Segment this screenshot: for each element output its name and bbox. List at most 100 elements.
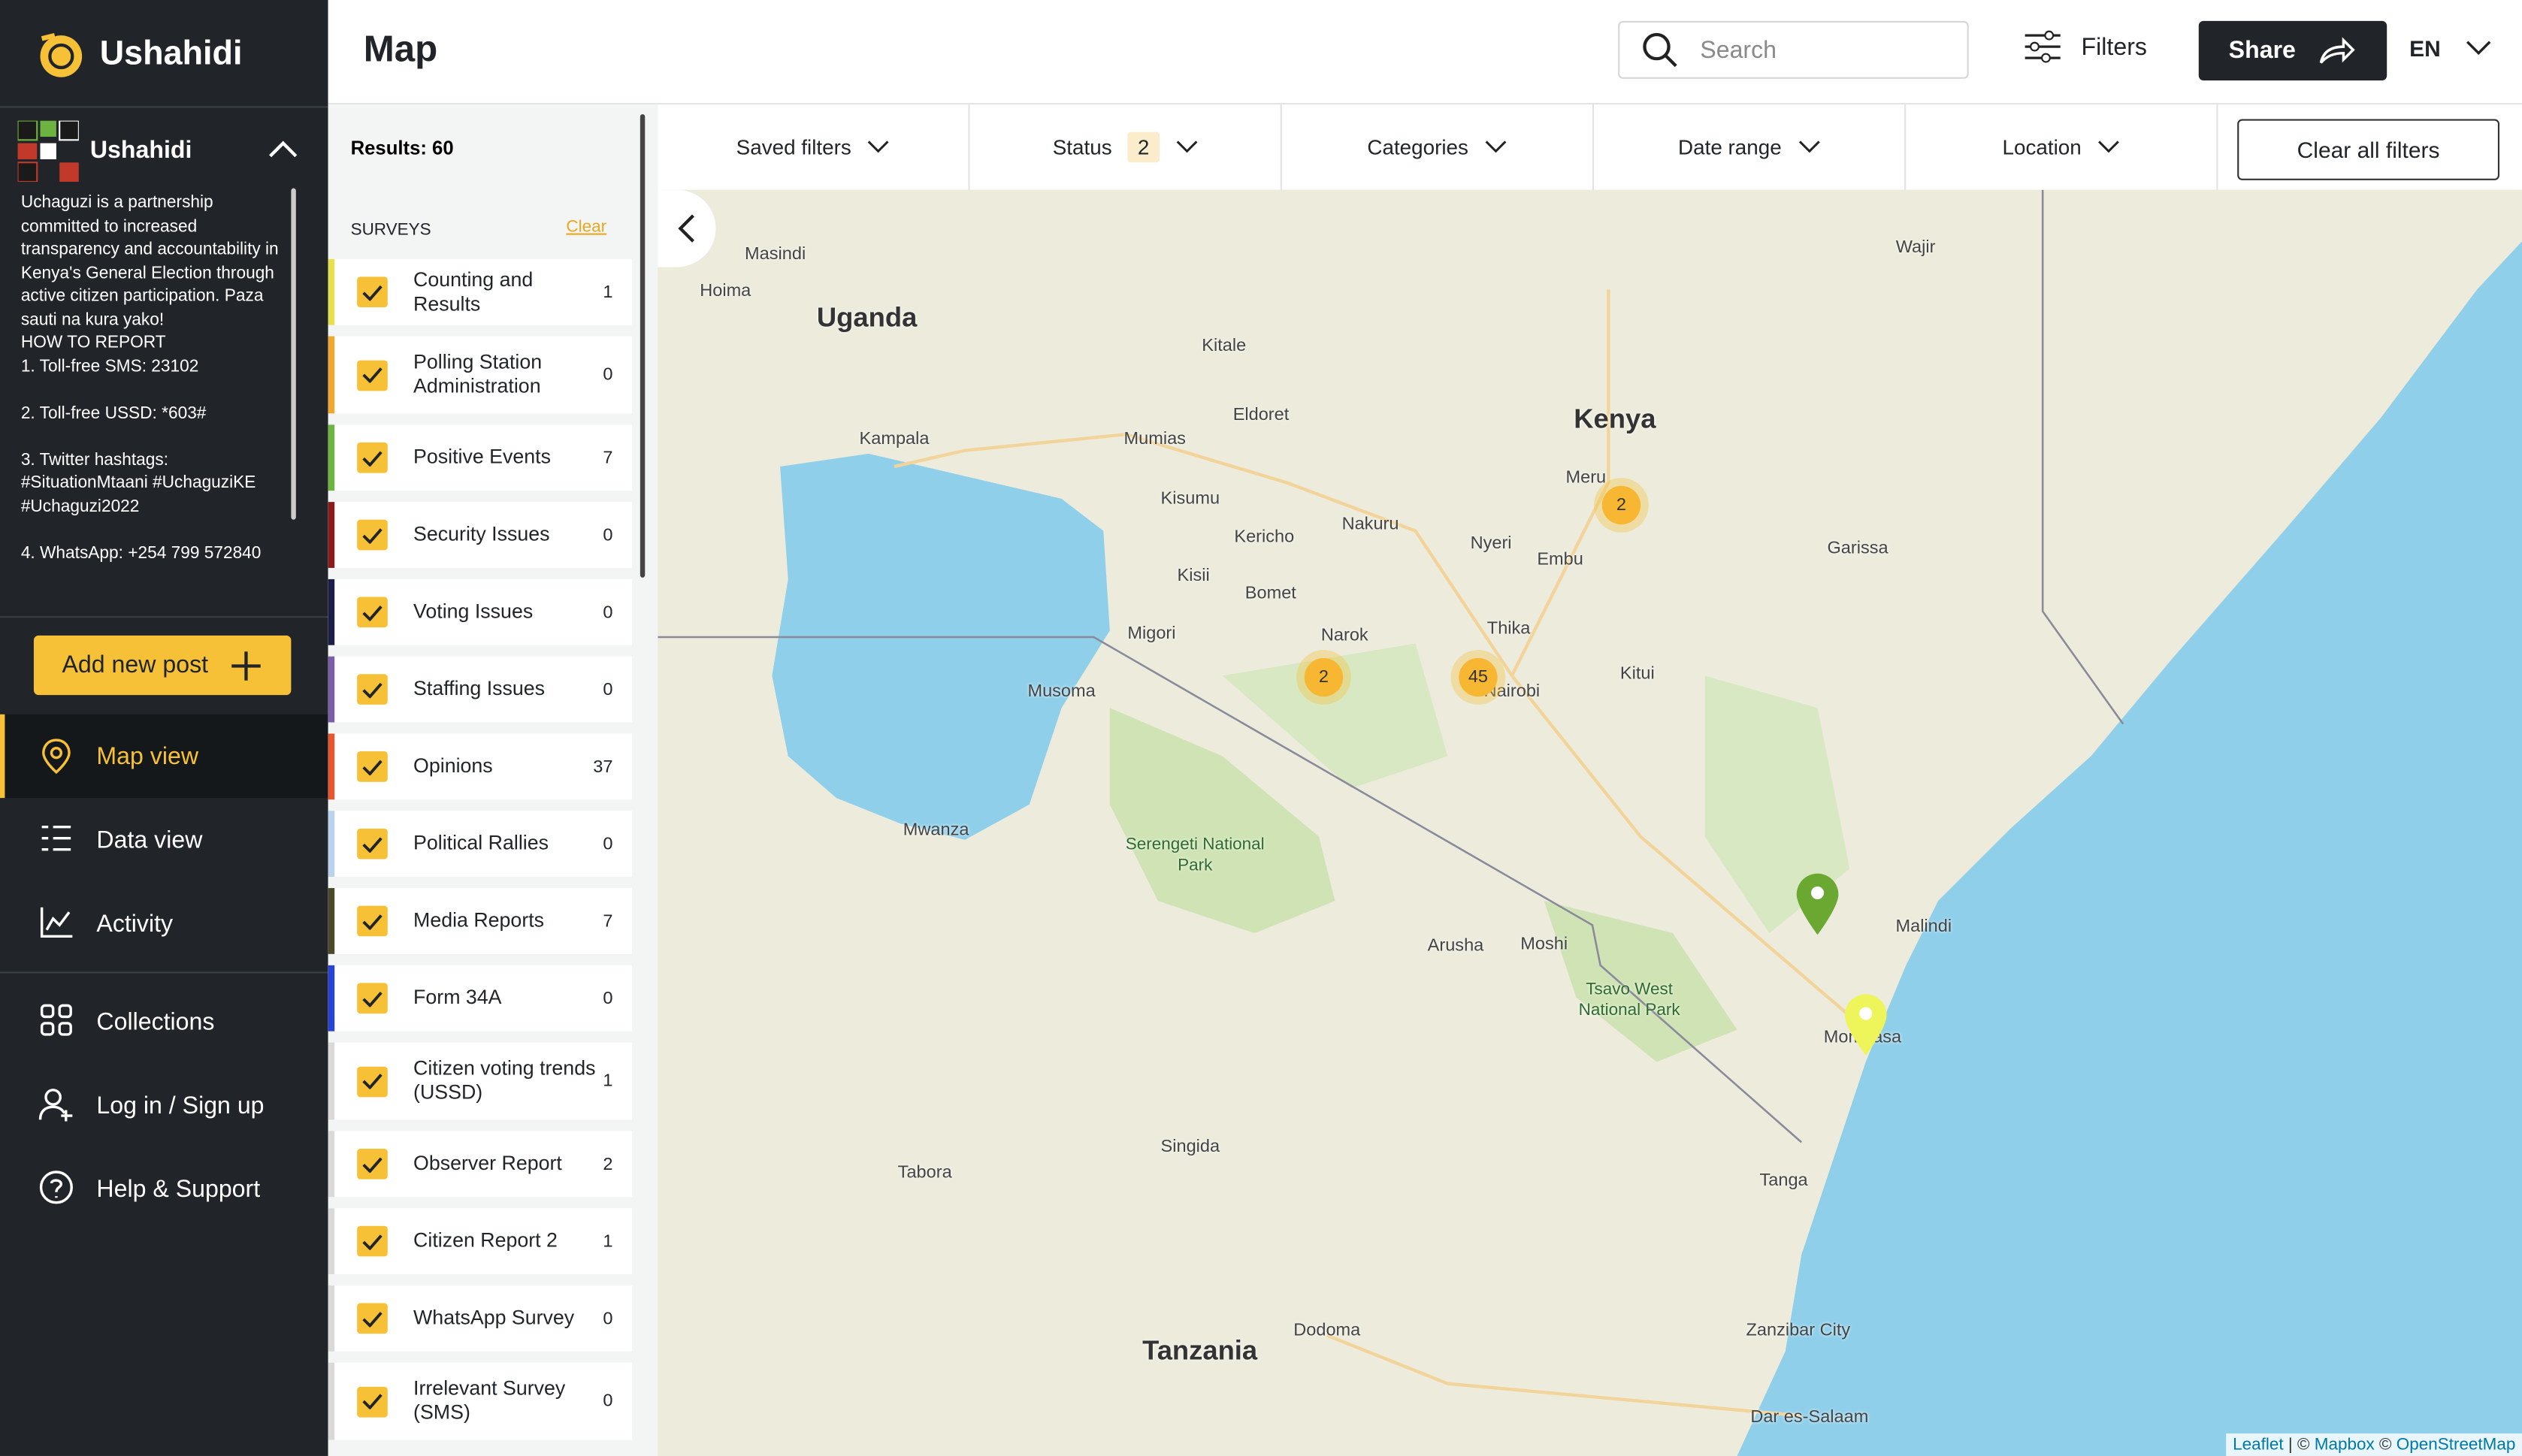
survey-checkbox[interactable] (357, 519, 388, 551)
nav-label: Map view (96, 742, 199, 770)
city-label: Embu (1537, 550, 1583, 570)
check-icon (362, 1311, 383, 1327)
survey-count: 7 (603, 448, 613, 468)
search-box[interactable]: Search (1618, 20, 1969, 79)
status-count: 2 (1128, 131, 1160, 163)
survey-row[interactable]: Polling Station Administration 0 (328, 336, 633, 414)
survey-checkbox[interactable] (357, 828, 388, 859)
post-marker[interactable] (1795, 872, 1840, 944)
survey-row[interactable]: Opinions 37 (328, 733, 633, 800)
filter-label: Saved filters (736, 134, 851, 159)
check-icon (362, 1394, 383, 1409)
survey-checkbox[interactable] (357, 1148, 388, 1180)
survey-checkbox[interactable] (357, 276, 388, 308)
city-label: Mumias (1123, 429, 1186, 449)
nav-item[interactable]: Collections (0, 980, 328, 1063)
survey-name: Counting and Results (413, 267, 534, 315)
survey-row[interactable]: Positive Events 7 (328, 424, 633, 491)
check-icon (362, 284, 383, 301)
map[interactable]: UgandaKenyaTanzaniaKampalaNairobiMombasa… (658, 189, 2522, 1456)
post-cluster[interactable]: 2 (1296, 650, 1351, 705)
survey-count: 0 (603, 1391, 613, 1412)
filter-dropdown[interactable]: Saved filters (658, 104, 970, 190)
page-title: Map (363, 27, 438, 70)
clear-all-filters[interactable]: Clear all filters (2237, 119, 2500, 180)
nav-label: Collections (96, 1007, 215, 1035)
marker-pin (1796, 873, 1839, 935)
map-base (658, 189, 2522, 1456)
survey-row[interactable]: Staffing Issues 0 (328, 656, 633, 723)
city-label: Thika (1486, 619, 1531, 639)
filter-label: Status (1052, 134, 1112, 159)
survey-checkbox[interactable] (357, 905, 388, 937)
survey-name: Positive Events (413, 446, 551, 469)
survey-count: 1 (603, 282, 613, 302)
survey-row[interactable]: Citizen voting trends (USSD) 1 (328, 1042, 633, 1120)
language-select[interactable]: EN (2409, 35, 2492, 61)
share-icon (2320, 36, 2356, 63)
survey-checkbox[interactable] (357, 1225, 388, 1257)
border (658, 636, 1802, 1143)
nav-item[interactable]: Map view (0, 714, 328, 799)
attribution-link[interactable]: Leaflet (2233, 1435, 2284, 1454)
survey-count: 7 (603, 911, 613, 931)
survey-row[interactable]: Counting and Results 1 (328, 258, 633, 325)
nav-icon (39, 1171, 73, 1204)
survey-row[interactable]: Media Reports 7 (328, 888, 633, 954)
brand[interactable]: Ushahidi (35, 29, 243, 81)
survey-name: Voting Issues (413, 600, 534, 623)
survey-name: Irrelevant Survey (SMS) (413, 1377, 566, 1424)
filter-dropdown[interactable]: Categories (1282, 104, 1595, 190)
survey-row[interactable]: Irrelevant Survey (SMS) 0 (328, 1362, 633, 1440)
chevron (1485, 140, 1507, 153)
survey-row[interactable]: Form 34A 0 (328, 965, 633, 1032)
survey-row[interactable]: Political Rallies 0 (328, 811, 633, 878)
map-attribution: Leaflet | © Mapbox © OpenStreetMap (2226, 1433, 2522, 1456)
nav-item[interactable]: Data view (0, 798, 328, 881)
post-marker[interactable] (1843, 992, 1888, 1065)
nav-item[interactable]: Activity (0, 881, 328, 965)
park-label: Tsavo West National Park (1578, 980, 1680, 1020)
survey-count: 0 (603, 602, 613, 622)
filter-label: Categories (1367, 134, 1468, 159)
collapse-icon[interactable] (267, 137, 299, 159)
add-post-button[interactable]: Add new post (33, 635, 292, 696)
post-cluster[interactable]: 2 (1594, 477, 1649, 533)
check-icon (362, 914, 383, 929)
survey-row[interactable]: Citizen Report 2 1 (328, 1208, 633, 1274)
post-cluster[interactable]: 45 (1450, 650, 1506, 705)
nav-item[interactable]: Log in / Sign up (0, 1063, 328, 1146)
deployment-name: Ushahidi (89, 137, 192, 165)
city-label: Zanzibar City (1746, 1321, 1851, 1340)
survey-checkbox[interactable] (357, 983, 388, 1014)
city-label: Singida (1160, 1137, 1220, 1157)
attribution-link[interactable]: OpenStreetMap (2396, 1435, 2516, 1454)
survey-checkbox[interactable] (357, 359, 388, 391)
survey-row[interactable]: Observer Report 2 (328, 1131, 633, 1198)
survey-count: 0 (603, 365, 613, 385)
survey-checkbox[interactable] (357, 674, 388, 705)
city-label: Dodoma (1293, 1321, 1361, 1340)
survey-row[interactable]: Security Issues 0 (328, 502, 633, 568)
filters-button[interactable]: Filters (2023, 29, 2147, 65)
survey-checkbox[interactable] (357, 597, 388, 628)
city-label: Kampala (859, 429, 930, 449)
survey-row[interactable]: WhatsApp Survey 0 (328, 1285, 633, 1352)
attribution-link[interactable]: Mapbox (2314, 1435, 2375, 1454)
survey-count: 1 (603, 1231, 613, 1251)
nav-item[interactable]: Help & Support (0, 1147, 328, 1231)
survey-checkbox[interactable] (357, 1385, 388, 1417)
filter-dropdown[interactable]: Status 2 (970, 104, 1282, 190)
survey-row[interactable]: Voting Issues 0 (328, 578, 633, 645)
scrollbar (291, 188, 296, 520)
survey-checkbox[interactable] (357, 442, 388, 473)
chevron (2098, 140, 2120, 153)
survey-checkbox[interactable] (357, 1303, 388, 1334)
survey-checkbox[interactable] (357, 1065, 388, 1097)
filter-dropdown[interactable]: Location (1906, 104, 2218, 190)
share-button[interactable]: Share (2198, 20, 2387, 81)
survey-checkbox[interactable] (357, 751, 388, 782)
clear-surveys[interactable]: Clear (566, 217, 607, 237)
road (1510, 289, 1610, 677)
filter-dropdown[interactable]: Date range (1594, 104, 1907, 190)
